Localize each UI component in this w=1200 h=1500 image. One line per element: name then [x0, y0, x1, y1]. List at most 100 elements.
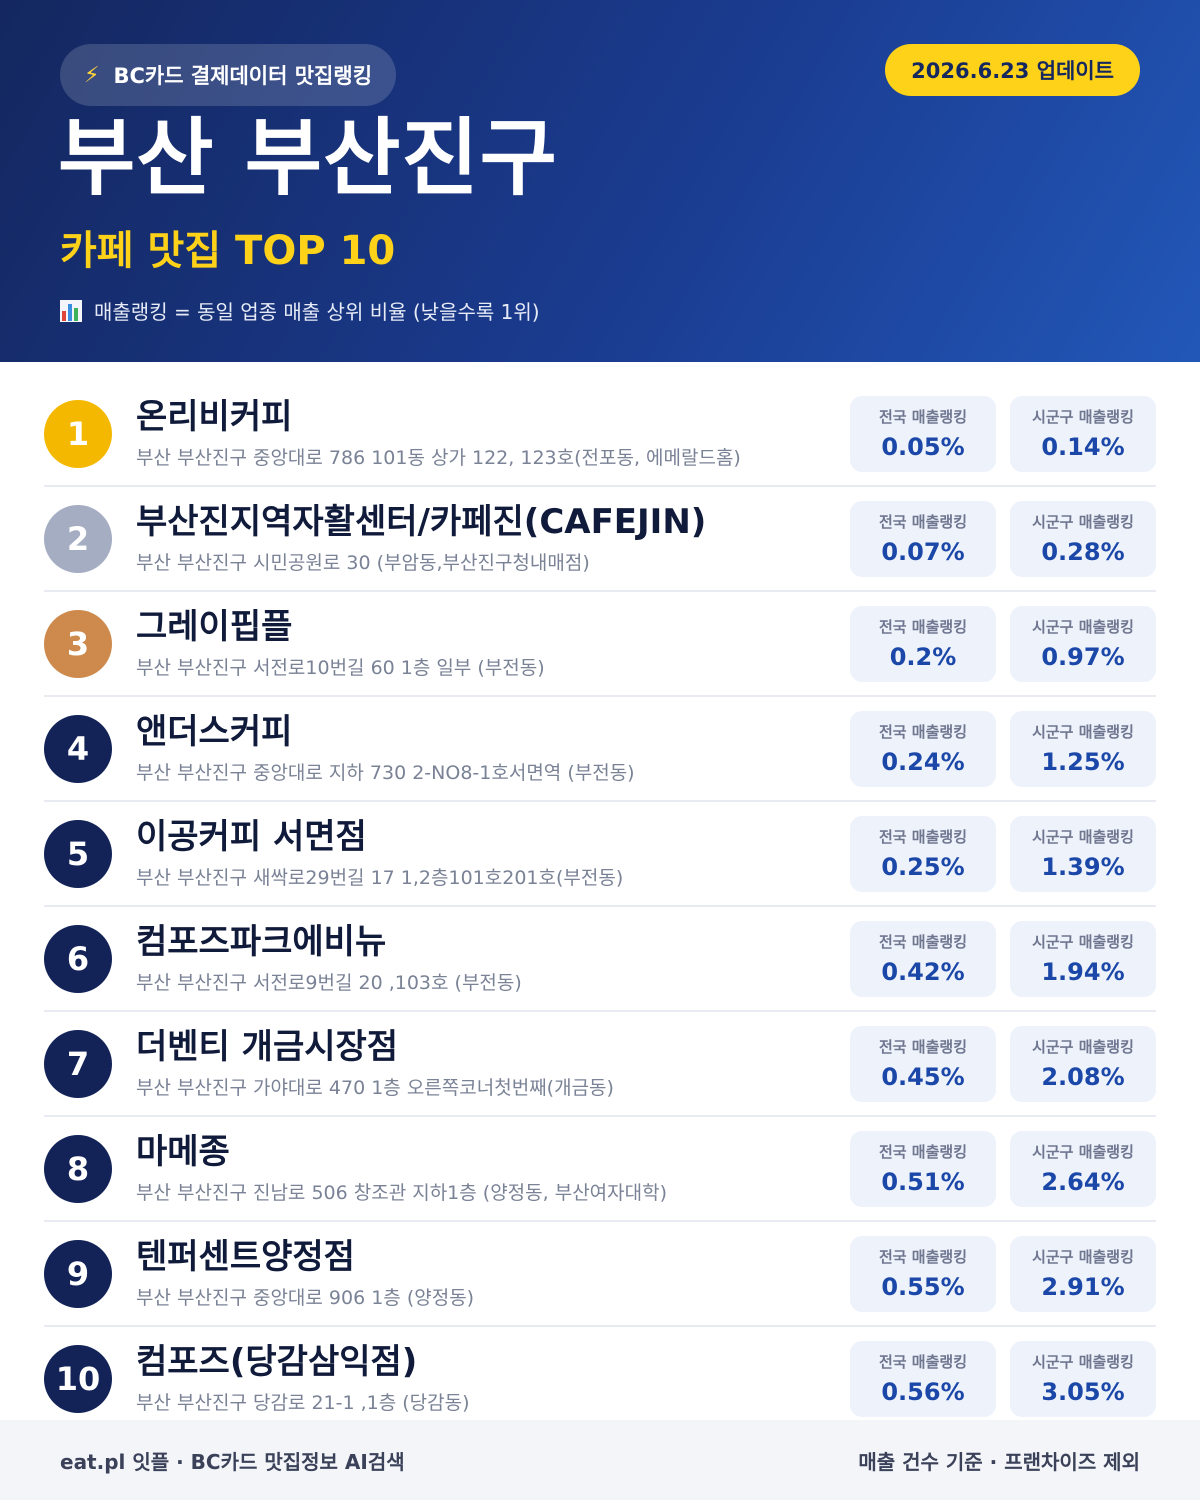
district-ranking-card: 시군구 매출랭킹 3.05% — [1010, 1340, 1156, 1417]
list-item[interactable]: 5 이공커피 서면점 부산 부산진구 새싹로29번길 17 1,2층101호20… — [44, 802, 1156, 907]
national-ranking-label: 전국 매출랭킹 — [878, 723, 968, 741]
rank-badge: 7 — [44, 1029, 112, 1098]
district-ranking-card: 시군구 매출랭킹 0.97% — [1010, 605, 1156, 682]
list-item[interactable]: 2 부산진지역자활센터/카페진(CAFEJIN) 부산 부산진구 시민공원로 3… — [44, 487, 1156, 592]
district-ranking-value: 2.64% — [1041, 1168, 1125, 1196]
national-ranking-value: 0.07% — [881, 538, 965, 566]
list-item[interactable]: 6 컴포즈파크에비뉴 부산 부산진구 서전로9번길 20 ,103호 (부전동)… — [44, 907, 1156, 1012]
rank-badge: 2 — [44, 504, 112, 573]
district-ranking-label: 시군구 매출랭킹 — [1032, 1038, 1134, 1056]
district-ranking-card: 시군구 매출랭킹 1.25% — [1010, 710, 1156, 787]
list-item[interactable]: 4 앤더스커피 부산 부산진구 중앙대로 지하 730 2-NO8-1호서면역 … — [44, 697, 1156, 802]
district-ranking-label: 시군구 매출랭킹 — [1032, 933, 1134, 951]
restaurant-info: 그레이핍플 부산 부산진구 서전로10번길 60 1층 일부 (부전동) — [136, 607, 836, 681]
list-item[interactable]: 8 마메종 부산 부산진구 진남로 506 창조관 지하1층 (양정동, 부산여… — [44, 1117, 1156, 1222]
source-pill-label: BC카드 결제데이터 맛집랭킹 — [113, 64, 373, 88]
national-ranking-value: 0.51% — [881, 1168, 965, 1196]
rank-badge: 10 — [44, 1344, 112, 1413]
update-date-badge: 2026.6.23 업데이트 — [885, 44, 1140, 96]
restaurant-info: 텐퍼센트양정점 부산 부산진구 중앙대로 906 1층 (양정동) — [136, 1237, 836, 1311]
restaurant-address: 부산 부산진구 중앙대로 지하 730 2-NO8-1호서면역 (부전동) — [136, 762, 635, 785]
district-ranking-card: 시군구 매출랭킹 1.39% — [1010, 815, 1156, 892]
restaurant-name[interactable]: 앤더스커피 — [136, 711, 293, 752]
district-ranking-label: 시군구 매출랭킹 — [1032, 1248, 1134, 1266]
district-ranking-card: 시군구 매출랭킹 0.14% — [1010, 395, 1156, 472]
district-ranking-label: 시군구 매출랭킹 — [1032, 408, 1134, 426]
district-ranking-value: 3.05% — [1041, 1378, 1125, 1406]
list-item[interactable]: 1 온리비커피 부산 부산진구 중앙대로 786 101동 상가 122, 12… — [44, 382, 1156, 487]
restaurant-name[interactable]: 더벤티 개금시장점 — [136, 1026, 399, 1067]
restaurant-info: 온리비커피 부산 부산진구 중앙대로 786 101동 상가 122, 123호… — [136, 397, 836, 471]
district-ranking-label: 시군구 매출랭킹 — [1032, 828, 1134, 846]
restaurant-name[interactable]: 그레이핍플 — [136, 606, 293, 647]
restaurant-address: 부산 부산진구 새싹로29번길 17 1,2층101호201호(부전동) — [136, 867, 624, 890]
legend-text: 매출랭킹 = 동일 업종 매출 상위 비율 (낮을수록 1위) — [94, 300, 540, 324]
national-ranking-value: 0.05% — [881, 433, 965, 461]
national-ranking-card: 전국 매출랭킹 0.24% — [850, 710, 996, 787]
national-ranking-value: 0.56% — [881, 1378, 965, 1406]
district-ranking-value: 0.28% — [1041, 538, 1125, 566]
district-ranking-card: 시군구 매출랭킹 0.28% — [1010, 500, 1156, 577]
national-ranking-label: 전국 매출랭킹 — [878, 1143, 968, 1161]
national-ranking-label: 전국 매출랭킹 — [878, 1038, 968, 1056]
restaurant-address: 부산 부산진구 당감로 21-1 ,1층 (당감동) — [136, 1392, 470, 1415]
national-ranking-card: 전국 매출랭킹 0.51% — [850, 1130, 996, 1207]
national-ranking-label: 전국 매출랭킹 — [878, 1353, 968, 1371]
list-item[interactable]: 9 텐퍼센트양정점 부산 부산진구 중앙대로 906 1층 (양정동) 전국 매… — [44, 1222, 1156, 1327]
restaurant-name[interactable]: 부산진지역자활센터/카페진(CAFEJIN) — [136, 501, 707, 542]
rank-badge: 5 — [44, 819, 112, 888]
restaurant-name[interactable]: 컴포즈(당감삼익점) — [136, 1341, 418, 1382]
restaurant-info: 컴포즈(당감삼익점) 부산 부산진구 당감로 21-1 ,1층 (당감동) — [136, 1342, 836, 1416]
restaurant-name[interactable]: 텐퍼센트양정점 — [136, 1236, 355, 1277]
restaurant-address: 부산 부산진구 중앙대로 906 1층 (양정동) — [136, 1287, 475, 1310]
national-ranking-card: 전국 매출랭킹 0.56% — [850, 1340, 996, 1417]
district-ranking-card: 시군구 매출랭킹 2.91% — [1010, 1235, 1156, 1312]
district-ranking-value: 1.39% — [1041, 853, 1125, 881]
restaurant-name[interactable]: 이공커피 서면점 — [136, 816, 367, 857]
national-ranking-value: 0.24% — [881, 748, 965, 776]
list-item[interactable]: 3 그레이핍플 부산 부산진구 서전로10번길 60 1층 일부 (부전동) 전… — [44, 592, 1156, 697]
national-ranking-card: 전국 매출랭킹 0.05% — [850, 395, 996, 472]
restaurant-info: 컴포즈파크에비뉴 부산 부산진구 서전로9번길 20 ,103호 (부전동) — [136, 922, 836, 996]
national-ranking-card: 전국 매출랭킹 0.45% — [850, 1025, 996, 1102]
national-ranking-label: 전국 매출랭킹 — [878, 408, 968, 426]
district-ranking-value: 2.91% — [1041, 1273, 1125, 1301]
district-ranking-value: 1.94% — [1041, 958, 1125, 986]
national-ranking-label: 전국 매출랭킹 — [878, 513, 968, 531]
restaurant-name[interactable]: 온리비커피 — [136, 396, 293, 437]
national-ranking-value: 0.25% — [881, 853, 965, 881]
footer: eat.pl 잇플 · BC카드 맛집정보 AI검색 매출 건수 기준 · 프랜… — [0, 1420, 1200, 1500]
national-ranking-card: 전국 매출랭킹 0.2% — [850, 605, 996, 682]
restaurant-name[interactable]: 컴포즈파크에비뉴 — [136, 921, 387, 962]
national-ranking-card: 전국 매출랭킹 0.55% — [850, 1235, 996, 1312]
district-ranking-card: 시군구 매출랭킹 2.64% — [1010, 1130, 1156, 1207]
ranking-list: 1 온리비커피 부산 부산진구 중앙대로 786 101동 상가 122, 12… — [0, 362, 1200, 1432]
restaurant-address: 부산 부산진구 가야대로 470 1층 오른쪽코너첫번째(개금동) — [136, 1077, 614, 1100]
restaurant-address: 부산 부산진구 서전로9번길 20 ,103호 (부전동) — [136, 972, 522, 995]
rank-badge: 3 — [44, 609, 112, 678]
district-ranking-label: 시군구 매출랭킹 — [1032, 1143, 1134, 1161]
national-ranking-label: 전국 매출랭킹 — [878, 1248, 968, 1266]
national-ranking-value: 0.45% — [881, 1063, 965, 1091]
district-ranking-value: 2.08% — [1041, 1063, 1125, 1091]
district-ranking-label: 시군구 매출랭킹 — [1032, 1353, 1134, 1371]
restaurant-address: 부산 부산진구 서전로10번길 60 1층 일부 (부전동) — [136, 657, 545, 680]
restaurant-info: 마메종 부산 부산진구 진남로 506 창조관 지하1층 (양정동, 부산여자대… — [136, 1132, 836, 1206]
header-banner: ⚡ BC카드 결제데이터 맛집랭킹 2026.6.23 업데이트 부산 부산진구… — [0, 0, 1200, 362]
lightning-bolt-icon: ⚡ — [84, 62, 100, 88]
district-ranking-label: 시군구 매출랭킹 — [1032, 513, 1134, 531]
national-ranking-label: 전국 매출랭킹 — [878, 933, 968, 951]
restaurant-info: 앤더스커피 부산 부산진구 중앙대로 지하 730 2-NO8-1호서면역 (부… — [136, 712, 836, 786]
restaurant-info: 이공커피 서면점 부산 부산진구 새싹로29번길 17 1,2층101호201호… — [136, 817, 836, 891]
rank-badge: 9 — [44, 1239, 112, 1308]
restaurant-info: 더벤티 개금시장점 부산 부산진구 가야대로 470 1층 오른쪽코너첫번째(개… — [136, 1027, 836, 1101]
list-item[interactable]: 7 더벤티 개금시장점 부산 부산진구 가야대로 470 1층 오른쪽코너첫번째… — [44, 1012, 1156, 1117]
district-ranking-card: 시군구 매출랭킹 1.94% — [1010, 920, 1156, 997]
restaurant-address: 부산 부산진구 시민공원로 30 (부암동,부산진구청내매점) — [136, 552, 590, 575]
national-ranking-label: 전국 매출랭킹 — [878, 618, 968, 636]
list-item[interactable]: 10 컴포즈(당감삼익점) 부산 부산진구 당감로 21-1 ,1층 (당감동)… — [44, 1327, 1156, 1432]
restaurant-address: 부산 부산진구 진남로 506 창조관 지하1층 (양정동, 부산여자대학) — [136, 1182, 668, 1205]
restaurant-info: 부산진지역자활센터/카페진(CAFEJIN) 부산 부산진구 시민공원로 30 … — [136, 502, 836, 576]
national-ranking-value: 0.2% — [889, 643, 957, 671]
restaurant-name[interactable]: 마메종 — [136, 1131, 230, 1172]
